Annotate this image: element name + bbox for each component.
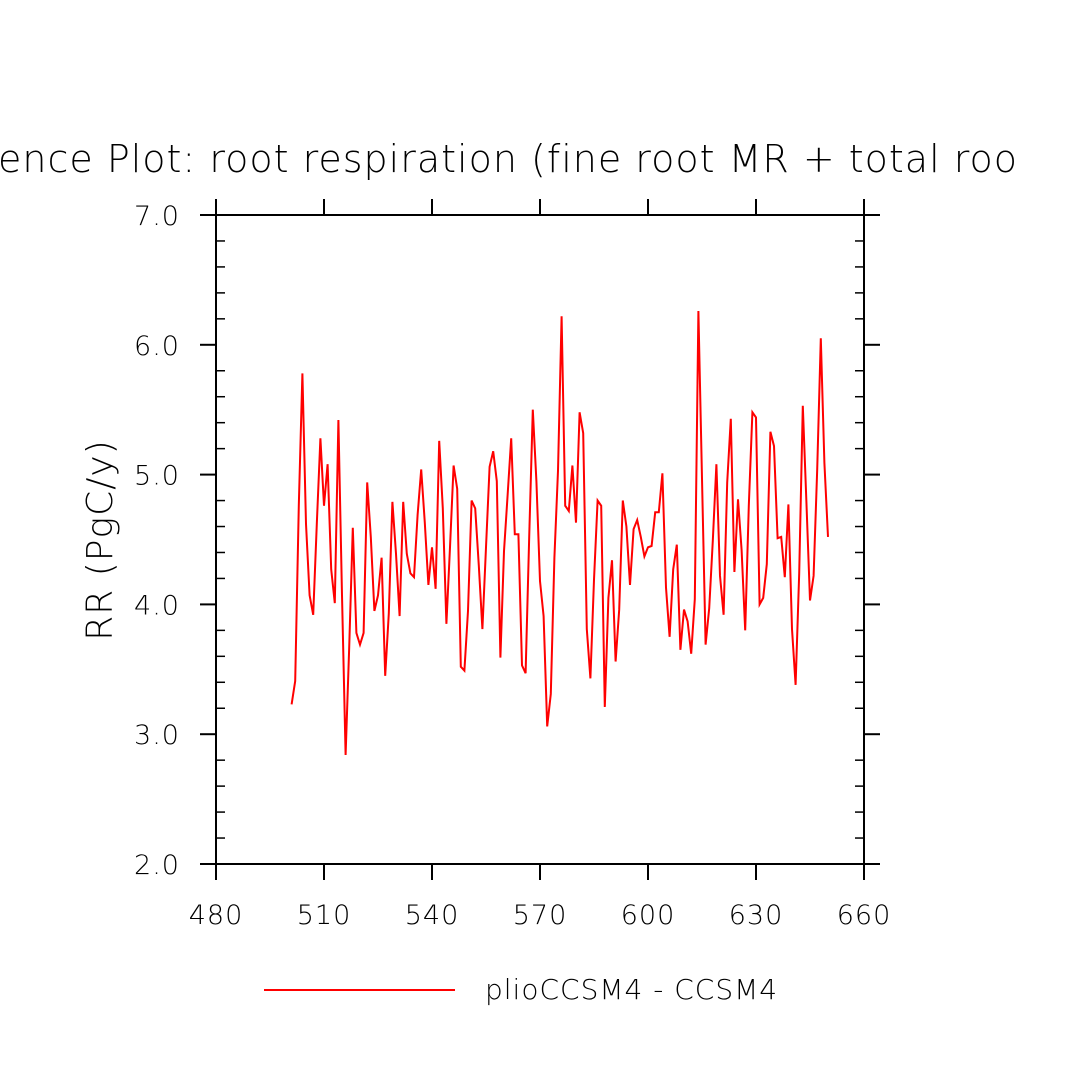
x-tick-label: 540 — [405, 900, 460, 931]
series-layer — [290, 311, 829, 756]
y-tick-label: 3.0 — [134, 720, 180, 751]
x-tick-label: 510 — [297, 900, 352, 931]
x-tick-label: 570 — [513, 900, 568, 931]
x-tick-label: 480 — [189, 900, 244, 931]
y-tick-label: 6.0 — [134, 331, 180, 362]
legend-label-plioccsm4-ccsm4: plioCCSM4 - CCSM4 — [485, 973, 778, 1006]
x-tick-label: 630 — [729, 900, 784, 931]
chart-title: ence Plot: root respiration (fine root M… — [0, 137, 1018, 181]
y-axis-title: RR (PgC/y) — [80, 439, 121, 640]
y-tick-label: 2.0 — [134, 850, 180, 881]
x-axis: 480 510 540 570 600 630 660 — [189, 199, 892, 931]
legend: plioCCSM4 - CCSM4 — [264, 973, 778, 1006]
x-tick-label: 660 — [837, 900, 892, 931]
x-tick-label: 600 — [621, 900, 676, 931]
series-line-plioccsm4-ccsm4 — [290, 311, 829, 756]
y-tick-label: 4.0 — [134, 590, 180, 621]
y-tick-label: 5.0 — [134, 461, 180, 492]
y-tick-label: 7.0 — [134, 201, 180, 232]
y-axis: 2.0 3.0 4.0 5.0 6.0 7.0 — [134, 201, 880, 881]
